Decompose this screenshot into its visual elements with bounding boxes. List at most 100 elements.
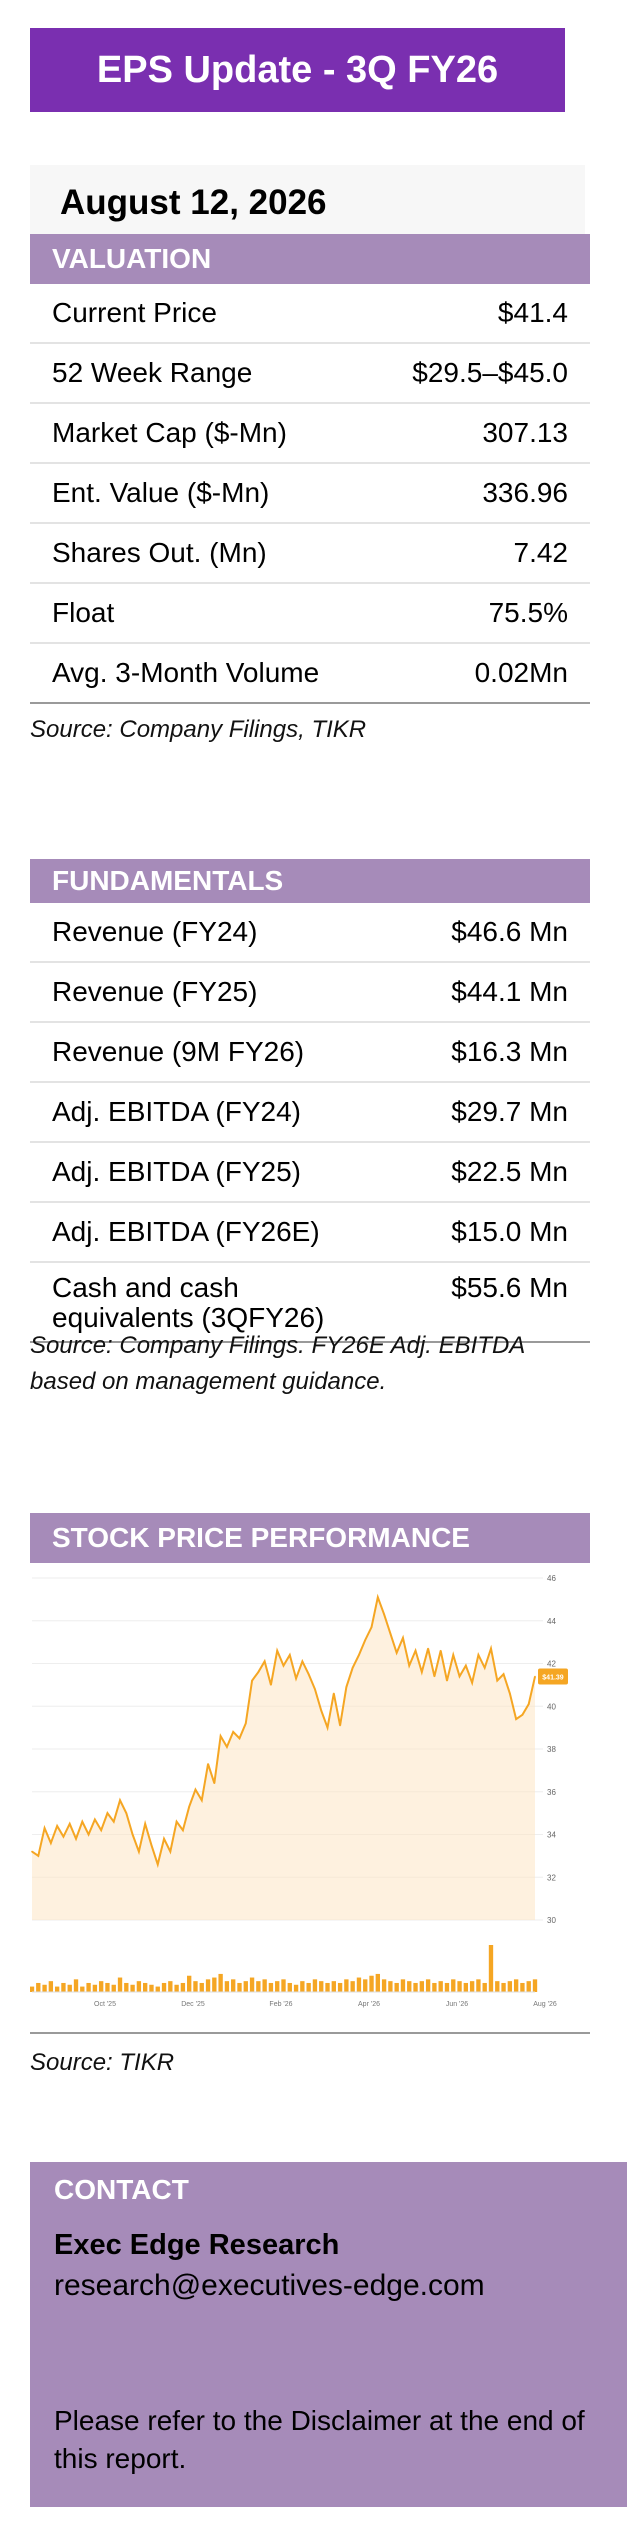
table-row: Float 75.5% <box>30 584 590 644</box>
volume-bar <box>520 1982 525 1992</box>
volume-bar <box>275 1981 280 1992</box>
volume-bar <box>199 1982 204 1992</box>
price-point <box>244 1722 247 1725</box>
y-tick-label: 30 <box>547 1916 556 1925</box>
price-point <box>37 1855 40 1857</box>
volume-bar <box>419 1981 424 1992</box>
y-tick-label: 38 <box>547 1745 556 1754</box>
volume-bar <box>212 1977 217 1992</box>
volume-bar <box>61 1982 66 1992</box>
volume-bar <box>73 1979 79 1992</box>
volume-bar <box>363 1979 368 1992</box>
volume-bar <box>124 1982 129 1992</box>
row-label: Ent. Value ($-Mn) <box>52 477 270 508</box>
volume-bar <box>425 1979 431 1992</box>
row-value: $41.4 <box>497 297 568 328</box>
volume-bar <box>143 1982 148 1992</box>
volume-bar <box>463 1982 469 1992</box>
volume-bar <box>205 1979 211 1992</box>
price-point <box>345 1686 348 1688</box>
price-point <box>452 1654 455 1656</box>
price-point <box>477 1654 480 1656</box>
price-point <box>100 1829 102 1832</box>
fundamentals-source: Source: Company Filings. FY26E Adj. EBIT… <box>30 1332 525 1395</box>
volume-bar <box>130 1984 135 1992</box>
y-tick-label: 36 <box>547 1788 556 1797</box>
volume-bar <box>369 1975 374 1992</box>
volume-bar <box>243 1981 248 1992</box>
table-row: Adj. EBITDA (FY26E) $15.0 Mn <box>30 1203 590 1263</box>
table-row: Ent. Value ($-Mn) 336.96 <box>30 464 590 524</box>
volume-bar <box>149 1984 154 1992</box>
volume-bar <box>268 1982 274 1992</box>
volume-bar <box>98 1981 104 1992</box>
volume-bar <box>375 1973 380 1992</box>
row-value: 0.02Mn <box>474 657 568 688</box>
price-point <box>68 1823 71 1825</box>
volume-bar <box>80 1986 85 1992</box>
y-tick-label: 42 <box>547 1660 556 1669</box>
price-point <box>125 1812 128 1814</box>
price-point <box>156 1863 159 1866</box>
price-point <box>87 1833 90 1836</box>
price-point <box>150 1844 153 1846</box>
volume-bar <box>218 1973 223 1992</box>
price-point <box>144 1823 146 1825</box>
table-row: Adj. EBITDA (FY25) $22.5 Mn <box>30 1143 590 1203</box>
volume-bar <box>161 1982 167 1992</box>
price-point <box>75 1837 77 1840</box>
price-point <box>414 1649 417 1652</box>
price-point <box>56 1825 58 1827</box>
valuation-table: Current Price $41.4 52 Week Range $29.5–… <box>30 284 590 704</box>
volume-bar <box>67 1984 72 1992</box>
row-value: $44.1 Mn <box>451 976 568 1007</box>
x-tick-label: Apr '26 <box>358 2001 380 2008</box>
price-point <box>439 1649 442 1652</box>
price-point <box>119 1799 121 1802</box>
volume-bar <box>325 1982 330 1992</box>
volume-bar <box>231 1979 236 1992</box>
price-point <box>496 1679 499 1682</box>
contact-email-link[interactable]: research@executives-edge.com <box>54 2269 485 2302</box>
price-point <box>276 1649 279 1652</box>
stock-performance-header: STOCK PRICE PERFORMANCE <box>30 1513 590 1563</box>
price-point <box>169 1850 172 1853</box>
volume-bar <box>287 1982 292 1992</box>
volume-bar <box>86 1982 91 1992</box>
volume-bar <box>42 1984 47 1992</box>
table-row: 52 Week Range $29.5–$45.0 <box>30 344 590 404</box>
price-point <box>131 1833 134 1836</box>
volume-bar <box>513 1979 519 1992</box>
price-point <box>207 1763 209 1765</box>
table-row: Revenue (9M FY26) $16.3 Mn <box>30 1023 590 1083</box>
price-point <box>333 1692 335 1695</box>
price-point <box>458 1675 461 1678</box>
volume-bar <box>117 1977 123 1992</box>
price-point <box>232 1731 234 1733</box>
price-point <box>358 1654 360 1656</box>
volume-bar <box>193 1981 198 1992</box>
row-label: Revenue (FY25) <box>52 976 258 1007</box>
row-value: $15.0 Mn <box>451 1216 568 1247</box>
volume-bar <box>337 1982 343 1992</box>
row-label: Adj. EBITDA (FY25) <box>52 1156 301 1187</box>
row-value: $29.5–$45.0 <box>412 357 568 388</box>
volume-bar <box>306 1982 311 1992</box>
volume-bar <box>168 1981 173 1992</box>
price-point <box>175 1820 178 1823</box>
volume-bar <box>249 1977 255 1992</box>
price-point <box>509 1692 511 1695</box>
price-point <box>31 1850 33 1853</box>
volume-bar <box>187 1975 192 1992</box>
y-tick-label: 40 <box>547 1702 556 1711</box>
price-point <box>270 1684 272 1686</box>
volume-bar <box>451 1979 456 1992</box>
volume-bar <box>224 1981 230 1992</box>
fundamentals-table: Revenue (FY24) $46.6 Mn Revenue (FY25) $… <box>30 903 590 1343</box>
volume-bar <box>48 1981 54 1992</box>
price-point <box>50 1842 52 1844</box>
row-label: Cash and cash equivalents (3QFY26) <box>52 1272 325 1333</box>
price-point <box>395 1652 398 1654</box>
y-tick-label: 44 <box>547 1617 556 1626</box>
price-point <box>62 1835 65 1838</box>
